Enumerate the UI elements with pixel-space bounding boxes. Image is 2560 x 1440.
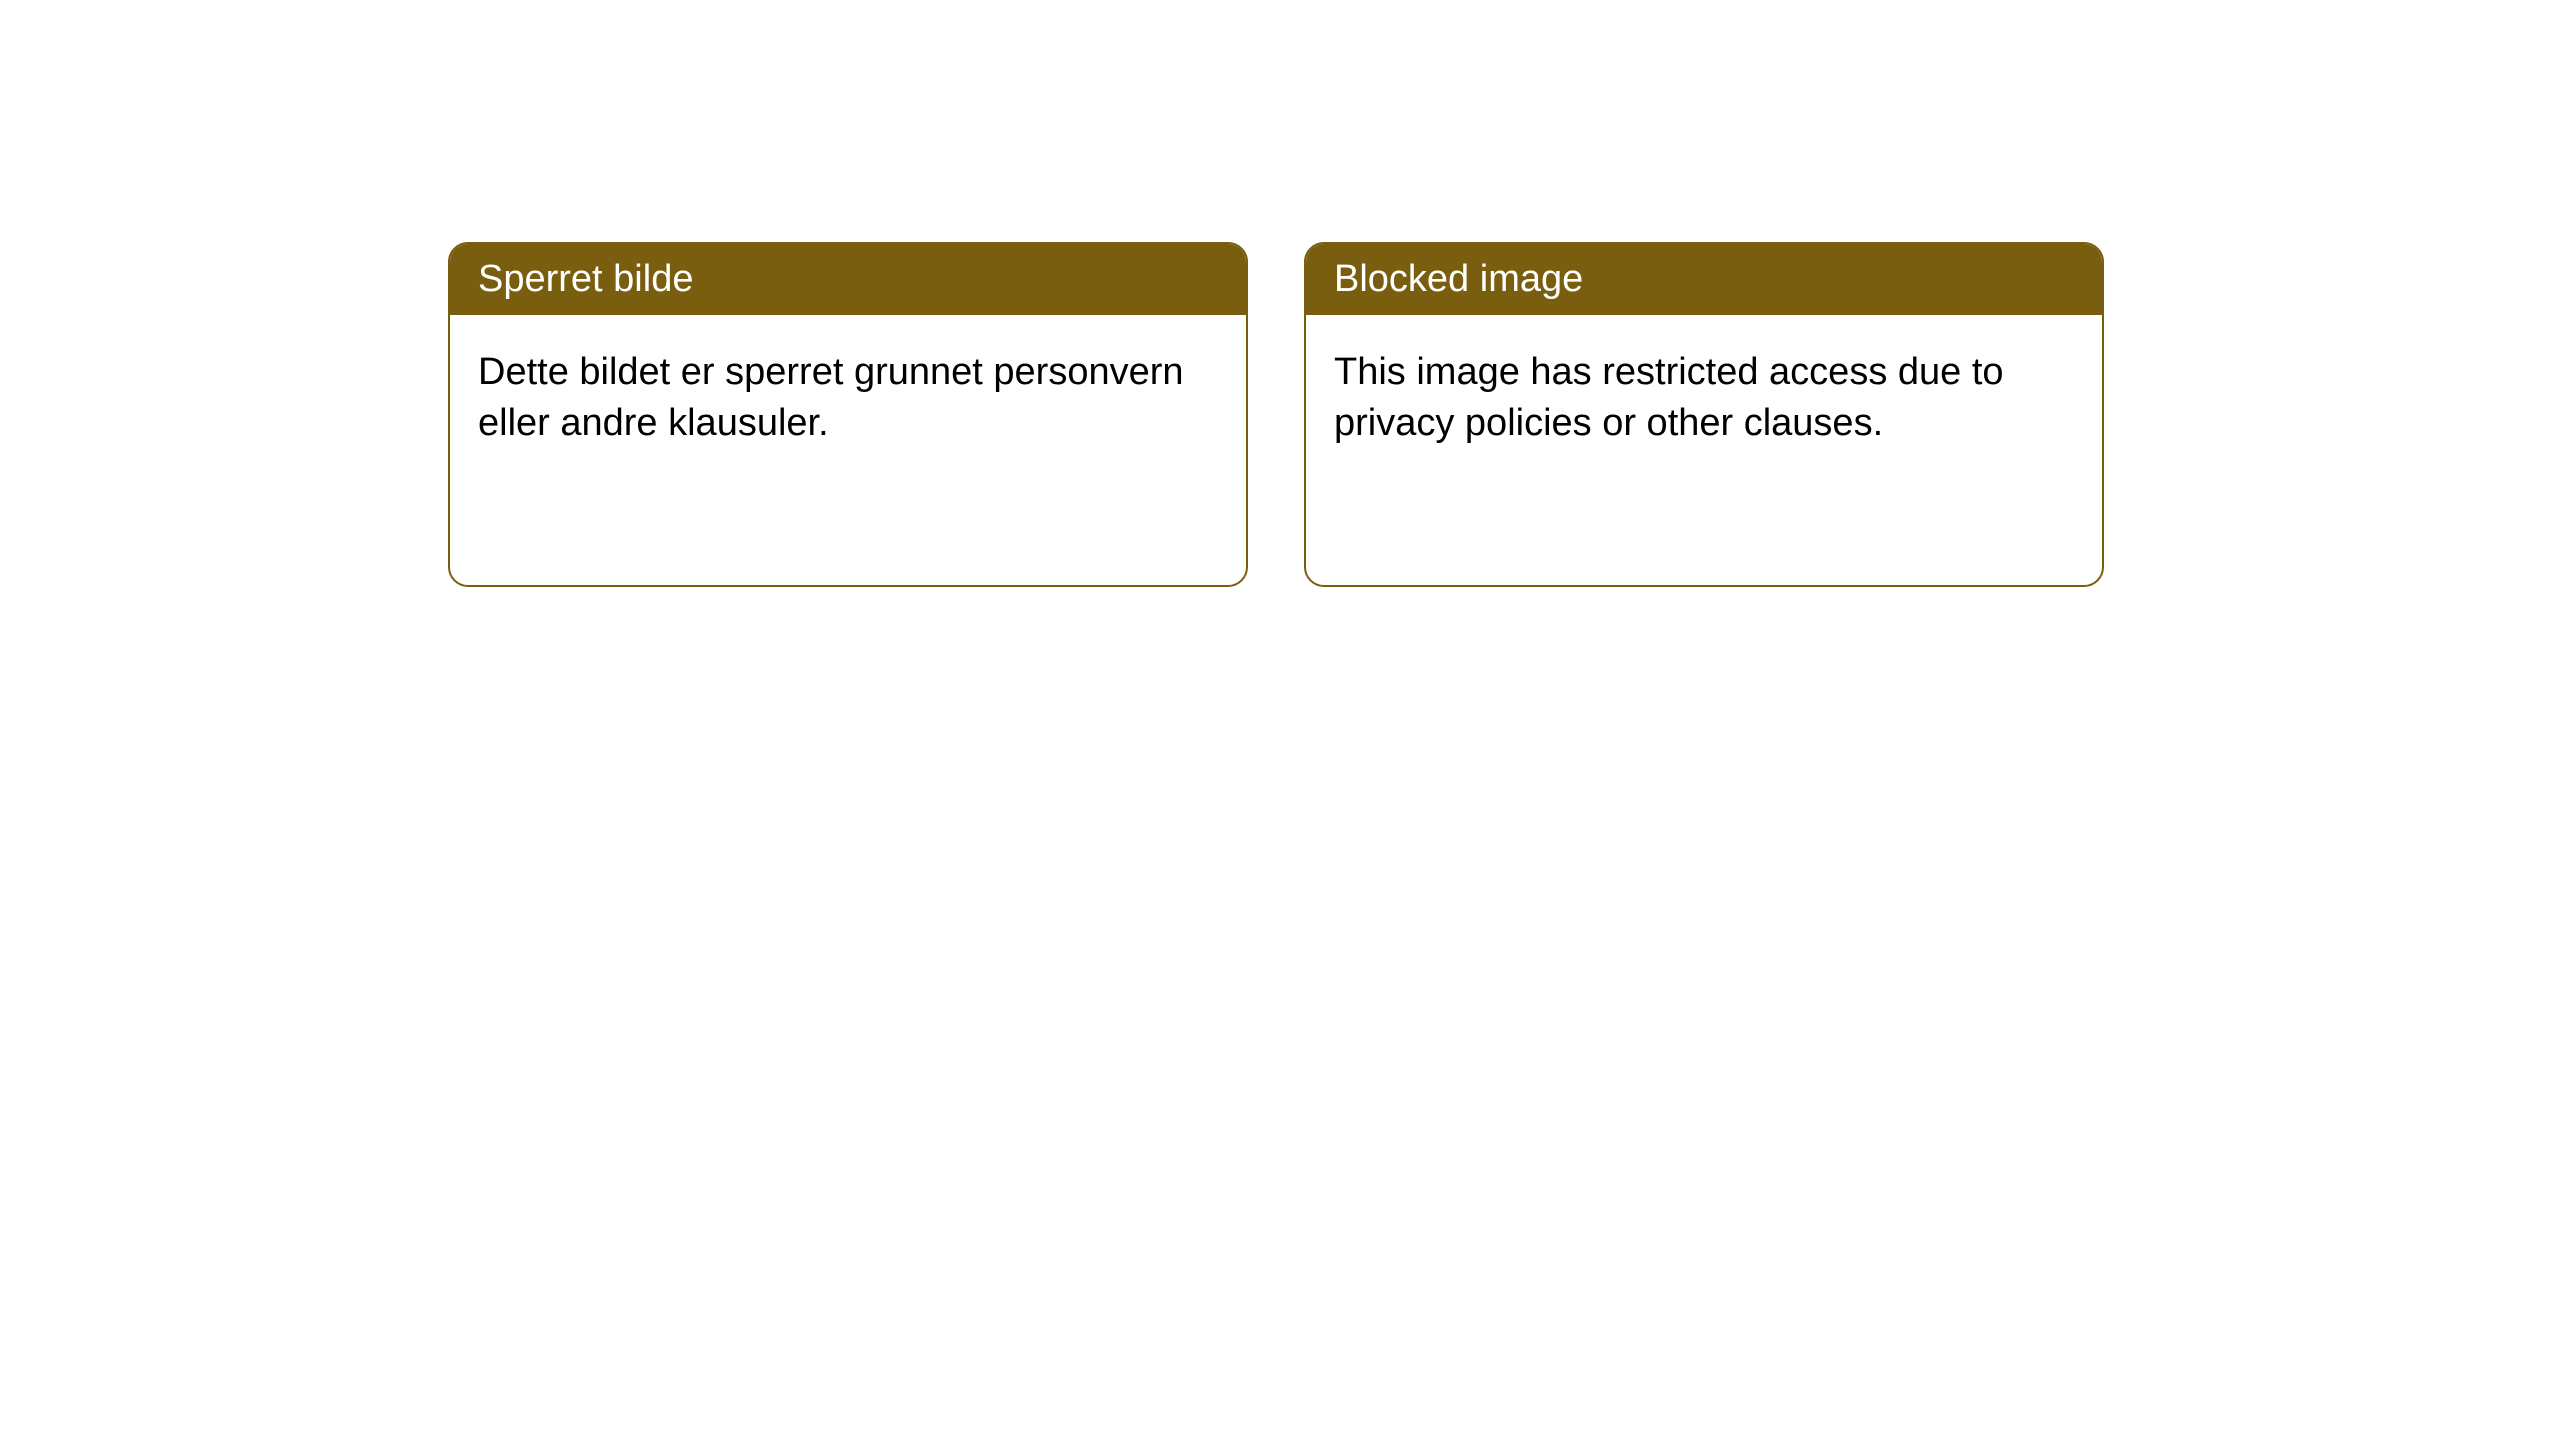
notice-container: Sperret bilde Dette bildet er sperret gr… [0, 0, 2560, 587]
notice-body-text: Dette bildet er sperret grunnet personve… [478, 351, 1184, 444]
notice-body: Dette bildet er sperret grunnet personve… [450, 315, 1246, 585]
notice-card-english: Blocked image This image has restricted … [1304, 242, 2104, 587]
notice-title: Blocked image [1334, 258, 1583, 300]
notice-card-norwegian: Sperret bilde Dette bildet er sperret gr… [448, 242, 1248, 587]
notice-title: Sperret bilde [478, 258, 693, 300]
notice-header: Sperret bilde [450, 244, 1246, 315]
notice-body: This image has restricted access due to … [1306, 315, 2102, 585]
notice-body-text: This image has restricted access due to … [1334, 351, 2004, 444]
notice-header: Blocked image [1306, 244, 2102, 315]
